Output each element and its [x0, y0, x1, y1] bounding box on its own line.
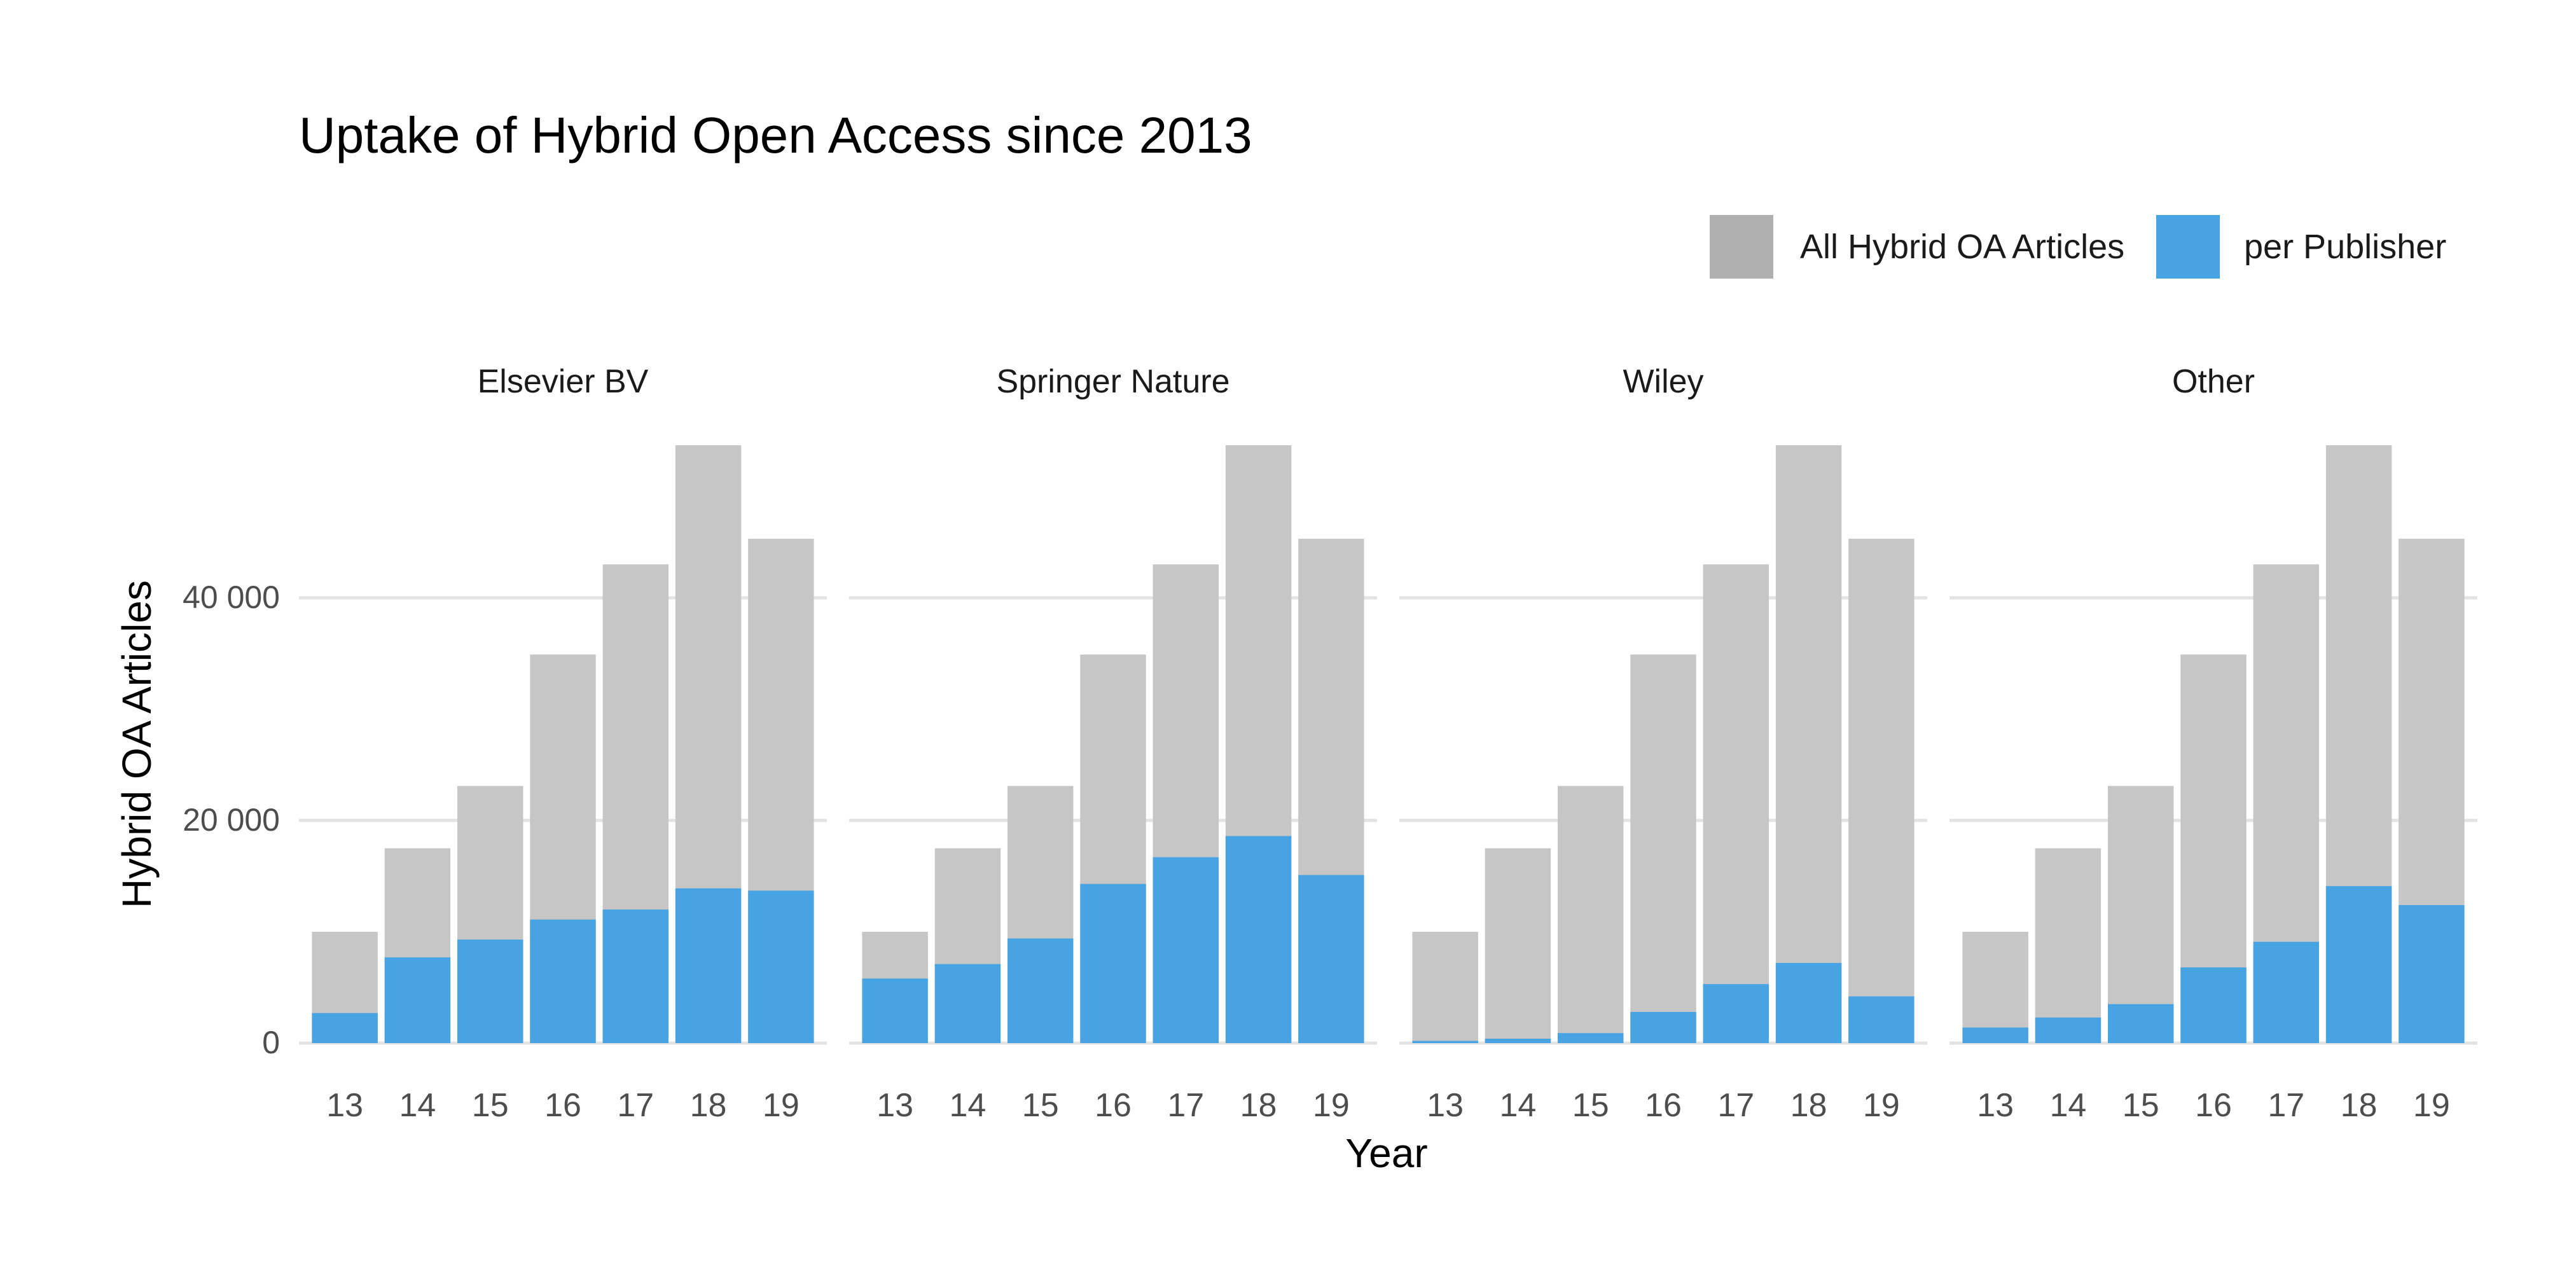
y-tick-label: 20 000	[183, 802, 280, 838]
bar-publisher	[2253, 941, 2319, 1043]
bar-total	[1848, 539, 1915, 1043]
x-tick-label: 18	[1240, 1087, 1277, 1124]
bar-publisher	[2035, 1017, 2102, 1043]
x-tick-label: 18	[2341, 1087, 2378, 1124]
y-tick-label: 40 000	[183, 579, 280, 615]
x-tick-label: 15	[472, 1087, 509, 1124]
x-tick-label: 13	[1977, 1087, 2014, 1124]
legend-label: per Publisher	[2244, 228, 2446, 266]
bar-publisher	[1298, 875, 1364, 1043]
bar-publisher	[530, 919, 596, 1043]
x-tick-label: 15	[1572, 1087, 1609, 1124]
x-axis-title: Year	[1345, 1130, 1427, 1176]
bar-publisher	[384, 957, 451, 1043]
y-tick-label: 0	[262, 1025, 280, 1060]
legend: All Hybrid OA Articles per Publisher	[1710, 215, 2446, 279]
bar-publisher	[1848, 996, 1915, 1043]
x-tick-label: 17	[617, 1087, 654, 1124]
x-tick-label: 14	[2050, 1087, 2087, 1124]
bar-publisher	[312, 1013, 378, 1043]
bar-publisher	[675, 888, 742, 1043]
x-tick-label: 15	[1022, 1087, 1059, 1124]
bar-publisher	[1008, 938, 1074, 1043]
bar-total	[1962, 931, 2028, 1043]
x-tick-label: 18	[1790, 1087, 1827, 1124]
facet-title: Elsevier BV	[478, 363, 649, 400]
facet-panel: Springer Nature 13 14 15 16 17 18 19	[849, 363, 1377, 1124]
bar-publisher	[1703, 984, 1769, 1043]
bar-publisher	[862, 978, 928, 1043]
bar-publisher	[1630, 1011, 1696, 1043]
bar-publisher	[2399, 904, 2465, 1043]
x-tick-label: 17	[1717, 1087, 1754, 1124]
bar-publisher	[1775, 962, 1842, 1043]
x-tick-label: 19	[763, 1087, 800, 1124]
chart-title: Uptake of Hybrid Open Access since 2013	[299, 107, 1252, 163]
bar-total	[2108, 786, 2174, 1043]
x-tick-label: 19	[1313, 1087, 1350, 1124]
x-tick-label: 17	[2268, 1087, 2304, 1124]
bar-total	[1630, 654, 1696, 1043]
bar-publisher	[1485, 1038, 1551, 1043]
x-tick-label: 14	[399, 1087, 436, 1124]
bar-publisher	[602, 909, 668, 1043]
bar-total	[1703, 564, 1769, 1043]
facet-panel: Other 13 14 15 16 17 18 19	[1949, 363, 2477, 1124]
bar-publisher	[1558, 1033, 1624, 1043]
legend-swatch	[1710, 215, 1773, 279]
x-tick-label: 16	[544, 1087, 581, 1124]
x-tick-label: 15	[2122, 1087, 2159, 1124]
bar-publisher	[2180, 967, 2247, 1043]
x-tick-label: 13	[876, 1087, 913, 1124]
x-tick-label: 19	[2413, 1087, 2450, 1124]
facet-title: Wiley	[1623, 363, 1703, 400]
bar-publisher	[748, 890, 814, 1043]
bar-total	[1558, 786, 1624, 1043]
bar-publisher	[1962, 1027, 2028, 1043]
bar-total	[1412, 931, 1478, 1043]
y-axis-title: Hybrid OA Articles	[114, 580, 160, 908]
x-tick-label: 16	[1645, 1087, 1682, 1124]
x-tick-label: 14	[1500, 1087, 1537, 1124]
x-tick-label: 18	[690, 1087, 727, 1124]
bar-total	[2035, 848, 2102, 1043]
y-tick-labels: 0 20 000 40 000	[183, 579, 280, 1060]
bar-total	[1775, 445, 1842, 1043]
facet-panel: Wiley 13 14 15 16 17 18 19	[1399, 363, 1927, 1124]
bar-publisher	[934, 964, 1001, 1043]
bar-total	[1485, 848, 1551, 1043]
bar-publisher	[2325, 886, 2392, 1043]
x-tick-label: 16	[1095, 1087, 1132, 1124]
facet-title: Springer Nature	[996, 363, 1229, 400]
bar-publisher	[1225, 836, 1292, 1043]
bar-publisher	[457, 939, 523, 1043]
facet-panel: Elsevier BV 13 14 15 16 17 18 19	[299, 363, 827, 1124]
x-tick-label: 16	[2195, 1087, 2232, 1124]
bar-publisher	[2108, 1004, 2174, 1043]
x-tick-label: 13	[1427, 1087, 1464, 1124]
bar-publisher	[1080, 883, 1146, 1043]
x-tick-label: 17	[1167, 1087, 1204, 1124]
bar-publisher	[1412, 1041, 1478, 1043]
x-tick-label: 13	[326, 1087, 363, 1124]
legend-label: All Hybrid OA Articles	[1800, 228, 2124, 266]
x-tick-label: 19	[1863, 1087, 1900, 1124]
legend-swatch	[2156, 215, 2220, 279]
x-tick-label: 14	[950, 1087, 987, 1124]
facet-title: Other	[2172, 363, 2255, 400]
bar-publisher	[1153, 857, 1219, 1043]
